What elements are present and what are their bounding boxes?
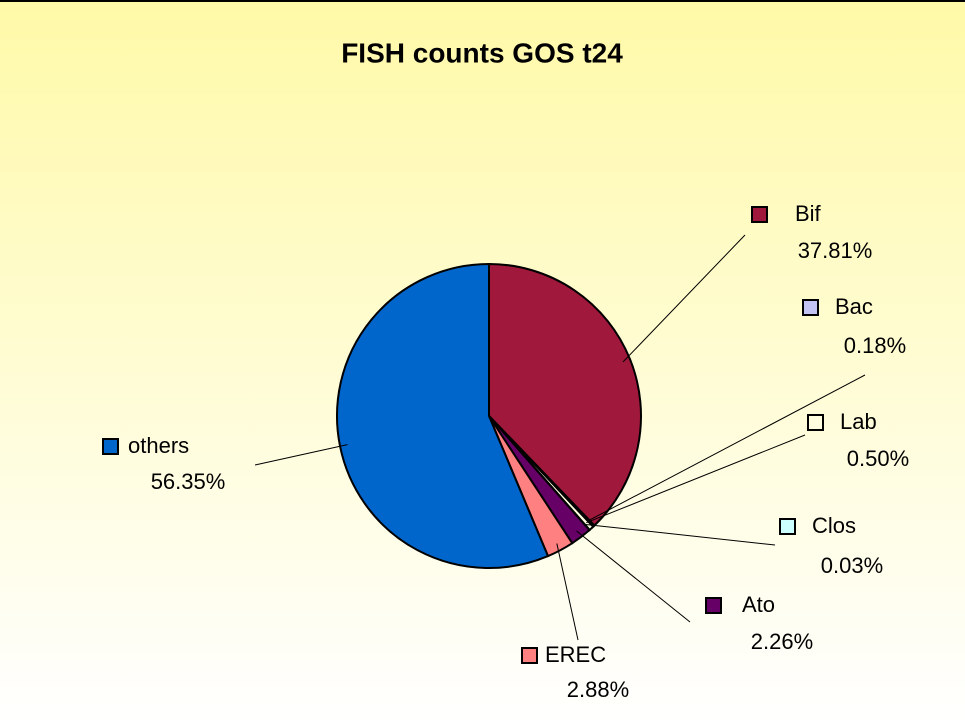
legend-swatch [779, 518, 796, 535]
slice-label: Lab [840, 409, 877, 434]
value-label: 37.81% [798, 238, 873, 263]
legend-swatch [807, 414, 824, 431]
leader-line [556, 543, 579, 641]
leader-line [588, 374, 866, 522]
slice-label: EREC [545, 642, 606, 667]
value-label: 2.88% [567, 677, 629, 702]
value-label: 0.50% [847, 446, 909, 471]
slice-label: Clos [812, 513, 856, 538]
leader-line [254, 444, 348, 466]
slice-label: Bac [835, 294, 873, 319]
slice-label: Bif [795, 201, 822, 226]
legend-swatch [751, 206, 768, 223]
legend-swatch [102, 438, 119, 455]
leader-line [586, 434, 806, 524]
leader-line [576, 530, 691, 623]
legend-swatch [705, 597, 722, 614]
chart-title: FISH counts GOS t24 [341, 37, 623, 68]
slice-label: others [128, 433, 189, 458]
legend-swatch [802, 299, 819, 316]
leader-line [584, 523, 776, 546]
legend-swatch [521, 647, 538, 664]
slice-label: Ato [742, 592, 775, 617]
value-label: 0.18% [844, 333, 906, 358]
value-label: 56.35% [151, 469, 226, 494]
pie-slice [488, 262, 642, 527]
value-label: 0.03% [821, 553, 883, 578]
value-label: 2.26% [751, 629, 813, 654]
leader-line [622, 234, 746, 363]
